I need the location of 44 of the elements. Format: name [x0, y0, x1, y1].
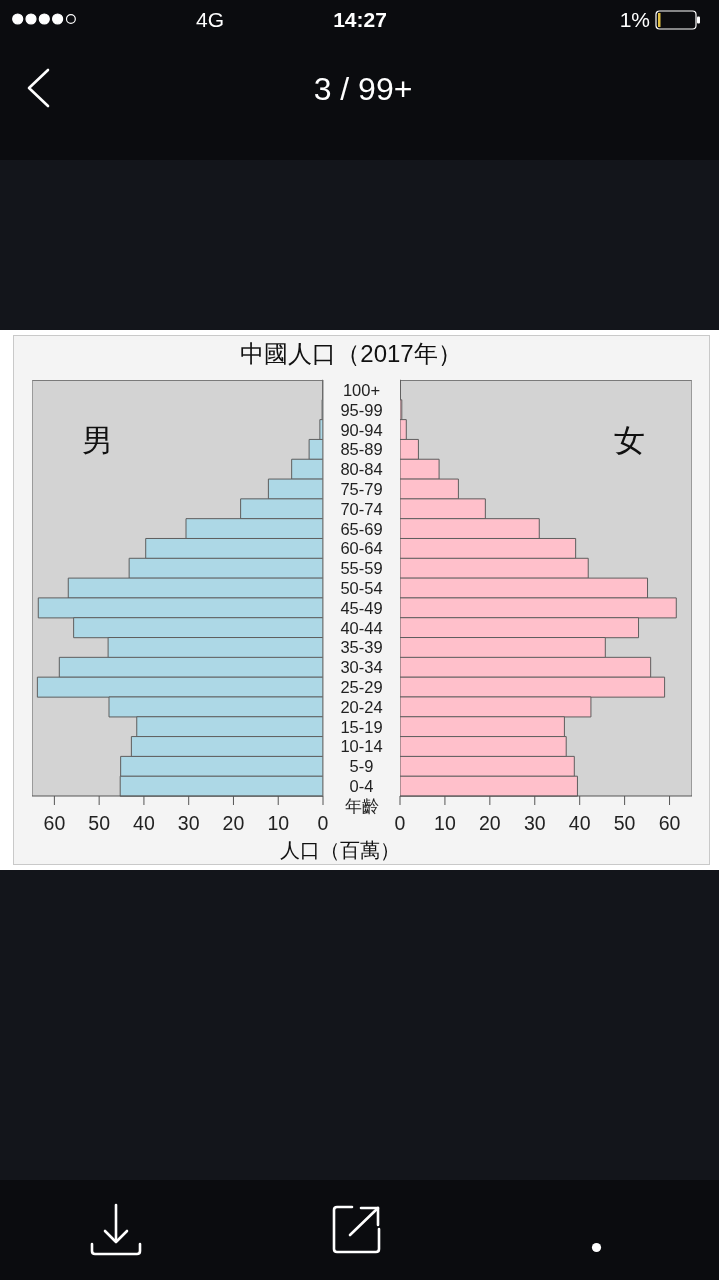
y-tick-label: 0-4 [349, 777, 374, 796]
y-tick-label: 75-79 [340, 479, 383, 498]
y-tick-label: 80-84 [340, 460, 383, 479]
text: 男 [81, 422, 113, 458]
x-tick-label: 60 [43, 811, 66, 834]
x-tick-label: 40 [568, 811, 591, 834]
text: 4G [196, 7, 225, 31]
y-tick-label: 60-64 [340, 539, 383, 558]
x-tick-label: 30 [177, 811, 200, 834]
x-tick-label: 10 [267, 811, 290, 834]
x-axis-title: 人口（百萬） [280, 839, 400, 861]
y-tick-label: 10-14 [340, 737, 383, 756]
x-tick-label: 0 [394, 811, 406, 834]
y-tick-label: 50-54 [340, 579, 383, 597]
y-tick-label: 70-74 [340, 499, 383, 518]
x-tick-label: 20 [478, 811, 501, 834]
y-tick-label: 15-19 [340, 717, 383, 736]
y-tick-label: 20-24 [340, 697, 383, 716]
x-tick-label: 40 [133, 811, 155, 834]
y-tick-label: 55-59 [340, 559, 383, 578]
y-tick-label: 65-69 [340, 519, 383, 538]
y-tick-label: 85-89 [340, 440, 383, 459]
chart-title: 中國人口（2017年） [240, 340, 462, 367]
text: 3 / 99+ [313, 71, 413, 107]
text: 14:27 [333, 7, 387, 31]
y-tick-label: 5-9 [349, 757, 374, 776]
x-tick-label: 50 [613, 811, 636, 834]
y-tick-label: 90-94 [340, 420, 383, 439]
x-tick-label: 0 [317, 811, 329, 834]
x-tick-label: 20 [222, 811, 245, 834]
x-tick-label: 50 [88, 811, 111, 834]
y-tick-label: 25-29 [340, 678, 383, 697]
text: 1% [619, 7, 650, 31]
y-axis-title: 年齡 [344, 796, 379, 815]
x-tick-label: 30 [523, 811, 546, 834]
y-tick-label: 95-99 [340, 400, 383, 419]
y-tick-label: 45-49 [340, 598, 383, 617]
x-tick-label: 10 [434, 811, 456, 834]
y-tick-label: 35-39 [340, 638, 383, 657]
y-tick-label: 100+ [342, 380, 381, 399]
text: 女 [613, 422, 645, 458]
y-tick-label: 40-44 [340, 618, 383, 637]
y-tick-label: 30-34 [340, 658, 383, 677]
x-tick-label: 60 [658, 811, 681, 834]
